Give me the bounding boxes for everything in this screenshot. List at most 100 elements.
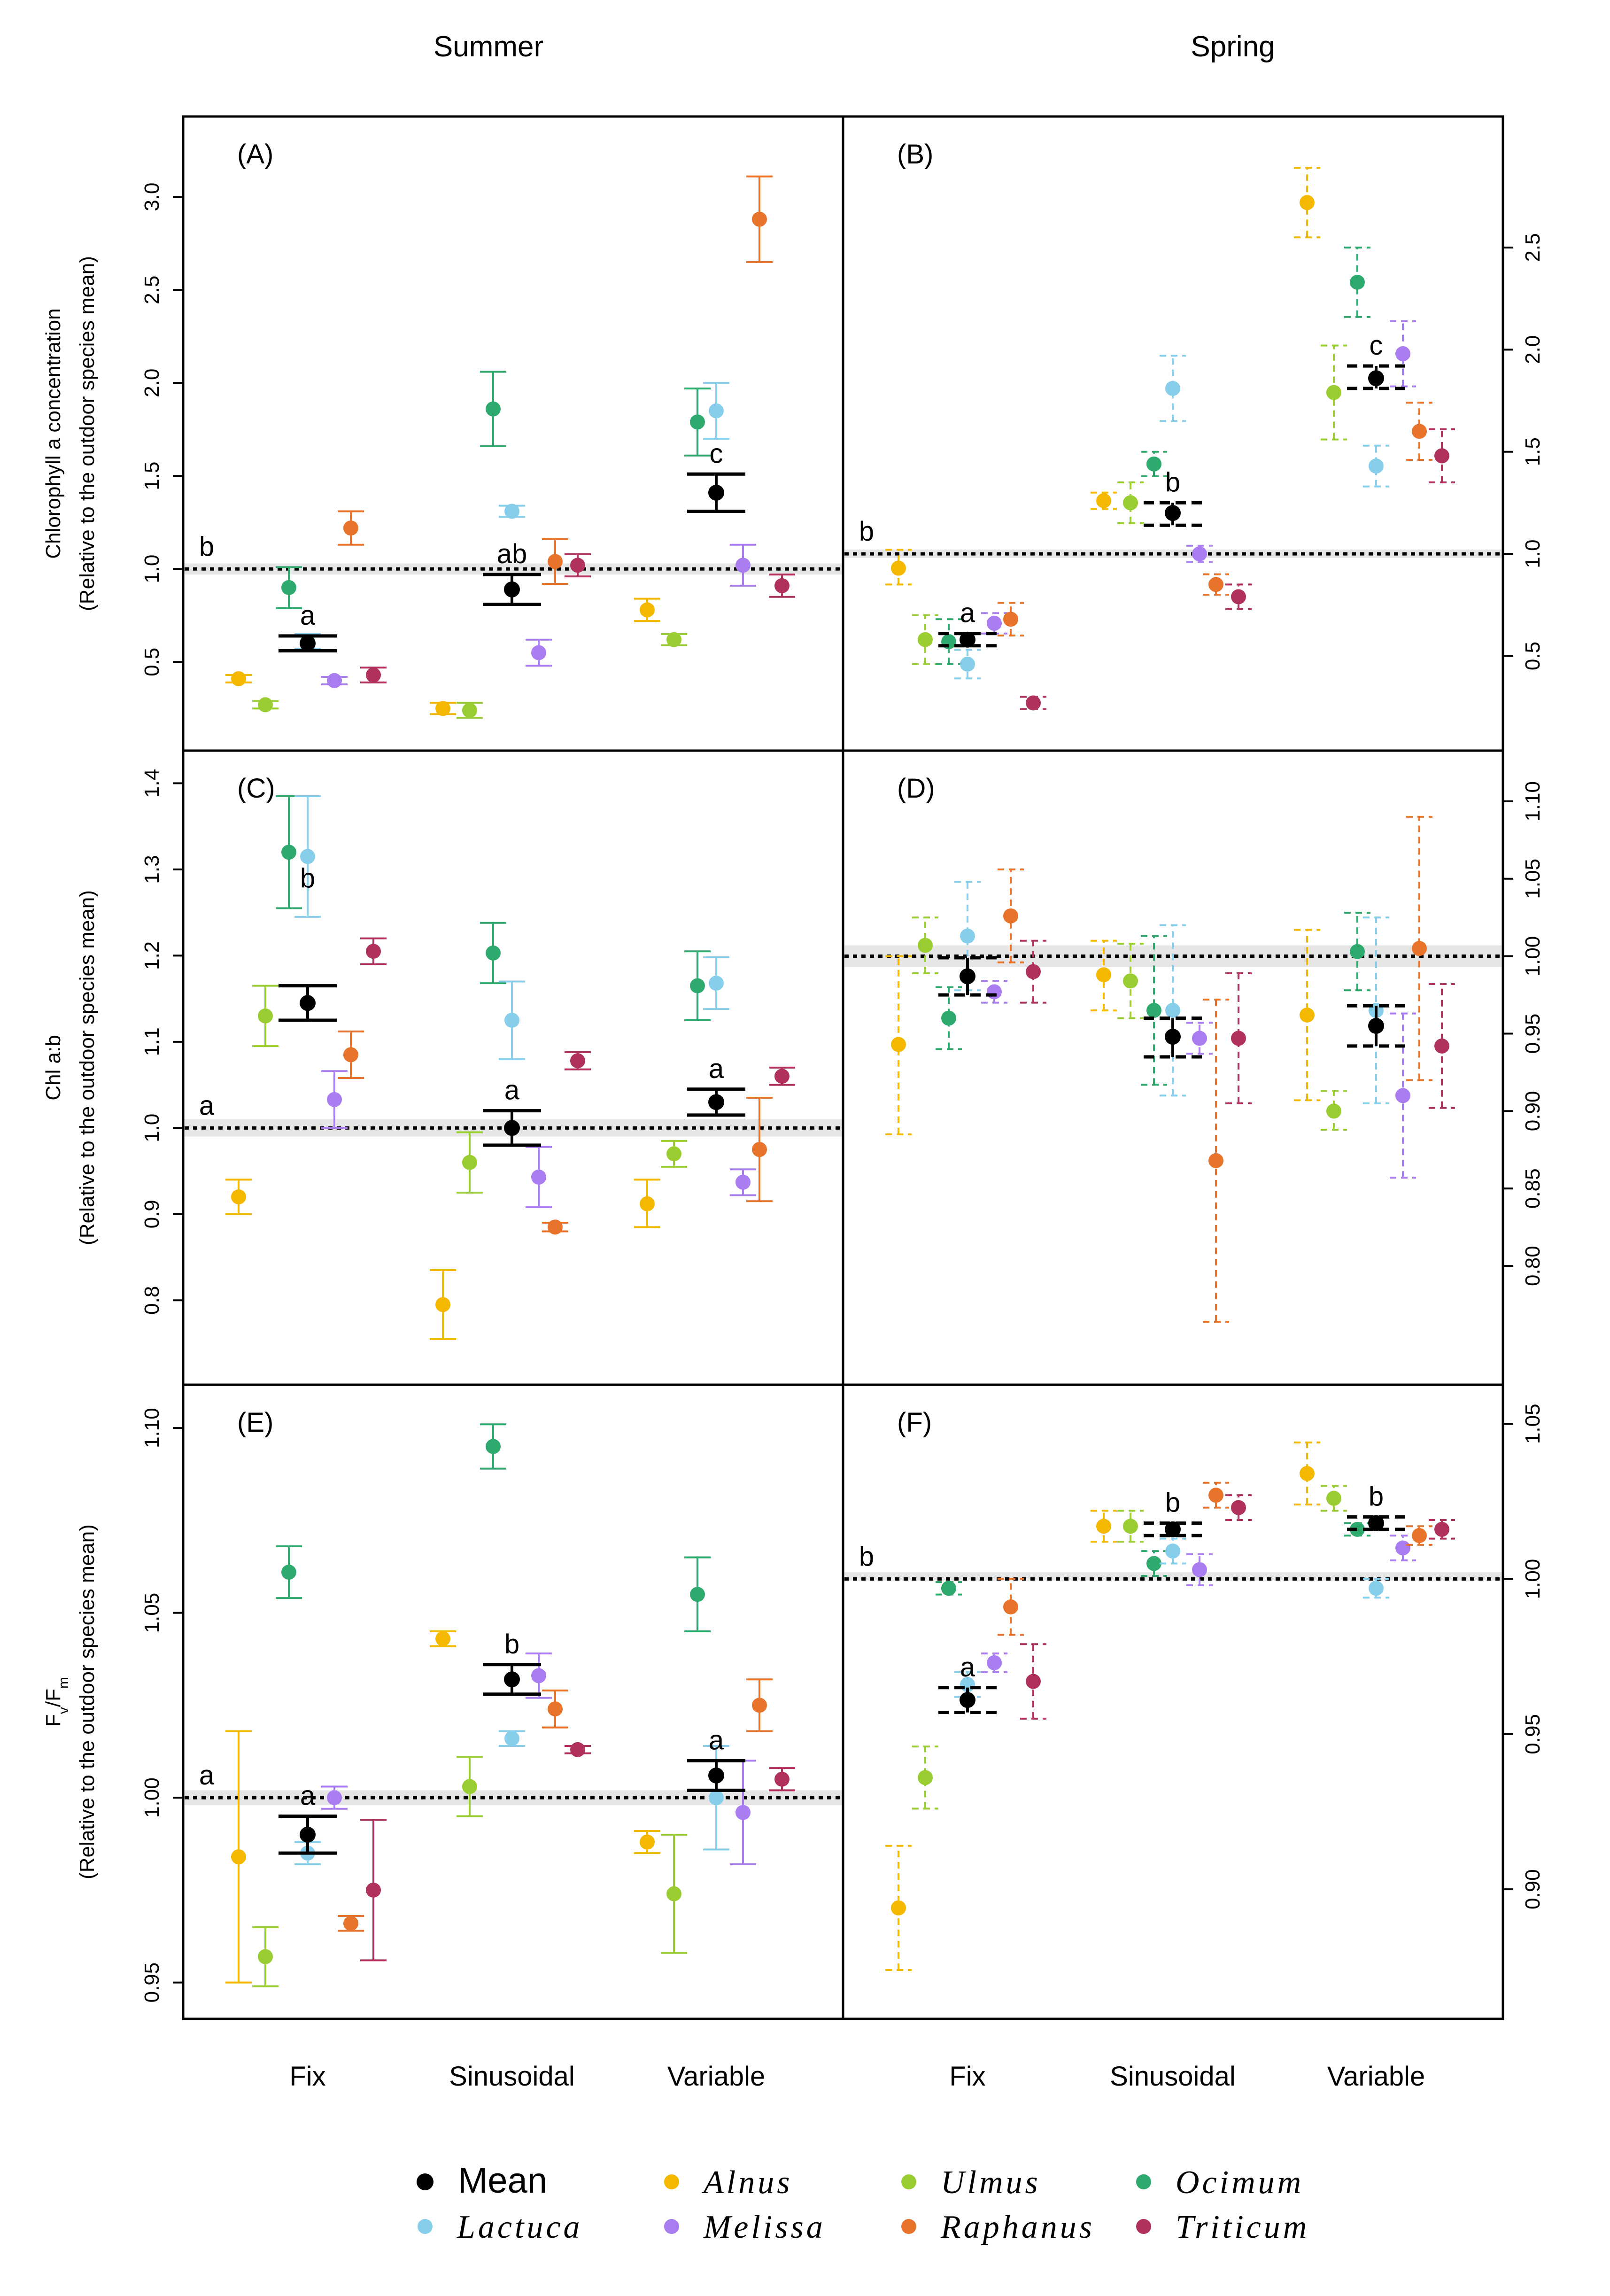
mean-point: [504, 581, 520, 597]
data-point: [1146, 1556, 1161, 1571]
data-point: [774, 1771, 790, 1787]
fv-symbol: F: [42, 1714, 65, 1727]
data-point: [666, 1886, 681, 1901]
mean-letter: b: [1165, 467, 1180, 497]
data-point: [1003, 1599, 1018, 1615]
point-ulmus-variable: [1321, 344, 1347, 441]
data-point: [941, 1581, 956, 1596]
point-triticum-variable: [769, 1066, 795, 1086]
data-point: [327, 1092, 342, 1107]
y-tick-label: 1.5: [140, 462, 163, 490]
point-melissa-sinusoidal: [1186, 1553, 1213, 1586]
data-point: [435, 701, 450, 716]
y-tick-label: 0.95: [1521, 1014, 1544, 1054]
data-point: [435, 1631, 450, 1646]
data-point: [1395, 1540, 1410, 1556]
legend-marker-melissa: [664, 2219, 679, 2234]
point-ocimum-fix: [936, 986, 962, 1050]
data-point: [640, 1834, 655, 1850]
mean-letter: a: [300, 600, 316, 631]
point-melissa-fix: [321, 1785, 348, 1810]
point-raphanus-fix: [338, 1915, 364, 1932]
point-raphanus-fix: [998, 1578, 1024, 1636]
mean-letter: a: [300, 1780, 316, 1811]
data-point: [1026, 964, 1041, 979]
reference-letter: b: [859, 1542, 874, 1572]
panel-b: b (B) 0.5 1.0 1.5 2.0 2.5 a b c: [842, 115, 1544, 752]
legend: Mean Alnus Ulmus Ocimum Lactuca Melissa Raphan…: [417, 2161, 1307, 2245]
data-point: [1434, 1038, 1449, 1054]
point-ocimum-fix: [936, 618, 962, 665]
point-ulmus-fix: [252, 1926, 279, 1987]
mean-variable: c: [1347, 330, 1405, 390]
data-point: [504, 504, 519, 519]
point-ulmus-sinusoidal: [457, 1756, 483, 1817]
legend-mean-marker: [417, 2173, 433, 2190]
data-point: [281, 580, 296, 595]
point-ocimum-fix: [276, 795, 302, 909]
panel-d: (D) 0.80 0.85 0.90 0.95 1.00 1.05 1.10: [842, 749, 1544, 1386]
mean-letter: c: [1370, 330, 1383, 361]
y-tick-label: 2.0: [140, 369, 163, 397]
data-point: [1395, 346, 1410, 362]
reference-band: [185, 563, 842, 575]
legend-label-raphanus: Raphanus: [940, 2209, 1095, 2245]
point-triticum-variable: [769, 1767, 795, 1792]
point-ocimum-variable: [684, 950, 711, 1022]
data-point: [570, 1053, 585, 1069]
data-point: [1326, 385, 1341, 400]
point-raphanus-sinusoidal: [542, 1689, 568, 1729]
y-tick-label: 1.00: [1521, 936, 1544, 977]
point-triticum-variable: [769, 574, 795, 598]
y-axis-label: Chl a:b (Relative to the outdoor species …: [42, 890, 99, 1245]
mean-point: [1165, 1029, 1181, 1045]
point-alnus-fix: [885, 549, 912, 586]
point-lactuca-sinusoidal: [1160, 1537, 1186, 1565]
data-point: [709, 403, 724, 419]
legend-mean-label: Mean: [458, 2161, 547, 2201]
data-point: [1231, 1500, 1246, 1515]
data-point: [548, 1219, 563, 1235]
mean-sinusoidal: ab: [483, 539, 541, 606]
x-category-label-variable: Variable: [1327, 2061, 1425, 2092]
data-point: [891, 560, 906, 576]
data-point: [462, 1779, 477, 1794]
point-ocimum-variable: [1344, 246, 1370, 318]
data-point: [570, 558, 585, 573]
point-triticum-fix: [360, 667, 387, 683]
data-point: [1165, 1003, 1180, 1018]
point-ocimum-fix: [276, 566, 302, 609]
panel-frame: [182, 1383, 844, 2020]
data-point: [1026, 695, 1041, 711]
point-ulmus-variable: [661, 1140, 687, 1168]
significance-letter: b: [300, 863, 315, 893]
legend-label-lactuca: Lactuca: [457, 2209, 583, 2245]
y-tick-label: 1.3: [140, 855, 163, 884]
point-alnus-sinusoidal: [430, 701, 456, 716]
point-ocimum-fix: [936, 1581, 962, 1596]
y-tick-label: 1.05: [1521, 1404, 1544, 1444]
y-tick-label: 1.05: [1521, 859, 1544, 899]
data-point: [735, 1805, 751, 1820]
y-tick-label: 1.0: [140, 1114, 163, 1142]
point-lactuca-variable: [703, 382, 729, 440]
mean-fix: a: [279, 1780, 337, 1855]
mean-fix: [279, 984, 337, 1022]
legend-marker-raphanus: [901, 2219, 916, 2234]
x-category-label-fix: Fix: [949, 2061, 985, 2092]
data-point: [666, 1146, 681, 1162]
data-point: [891, 1037, 906, 1052]
point-triticum-sinusoidal: [565, 1742, 591, 1757]
data-point: [504, 1013, 519, 1028]
panel-f: b (F) 0.90 0.95 1.00 1.05 Fix Sinusoidal Variabl…: [842, 1383, 1544, 2092]
point-ulmus-variable: [661, 632, 687, 647]
point-triticum-sinusoidal: [1225, 583, 1252, 610]
data-point: [1123, 495, 1138, 511]
y-tick-label: 0.85: [1521, 1168, 1544, 1209]
point-triticum-variable: [1429, 1519, 1455, 1540]
panel-label: (D): [897, 773, 935, 804]
y-tick-label: 0.5: [1521, 642, 1544, 670]
panel-a: b (A) 0.5 1.0 1.5 2.0 2.5 3.0 Chlorophyll a conc…: [42, 115, 844, 752]
